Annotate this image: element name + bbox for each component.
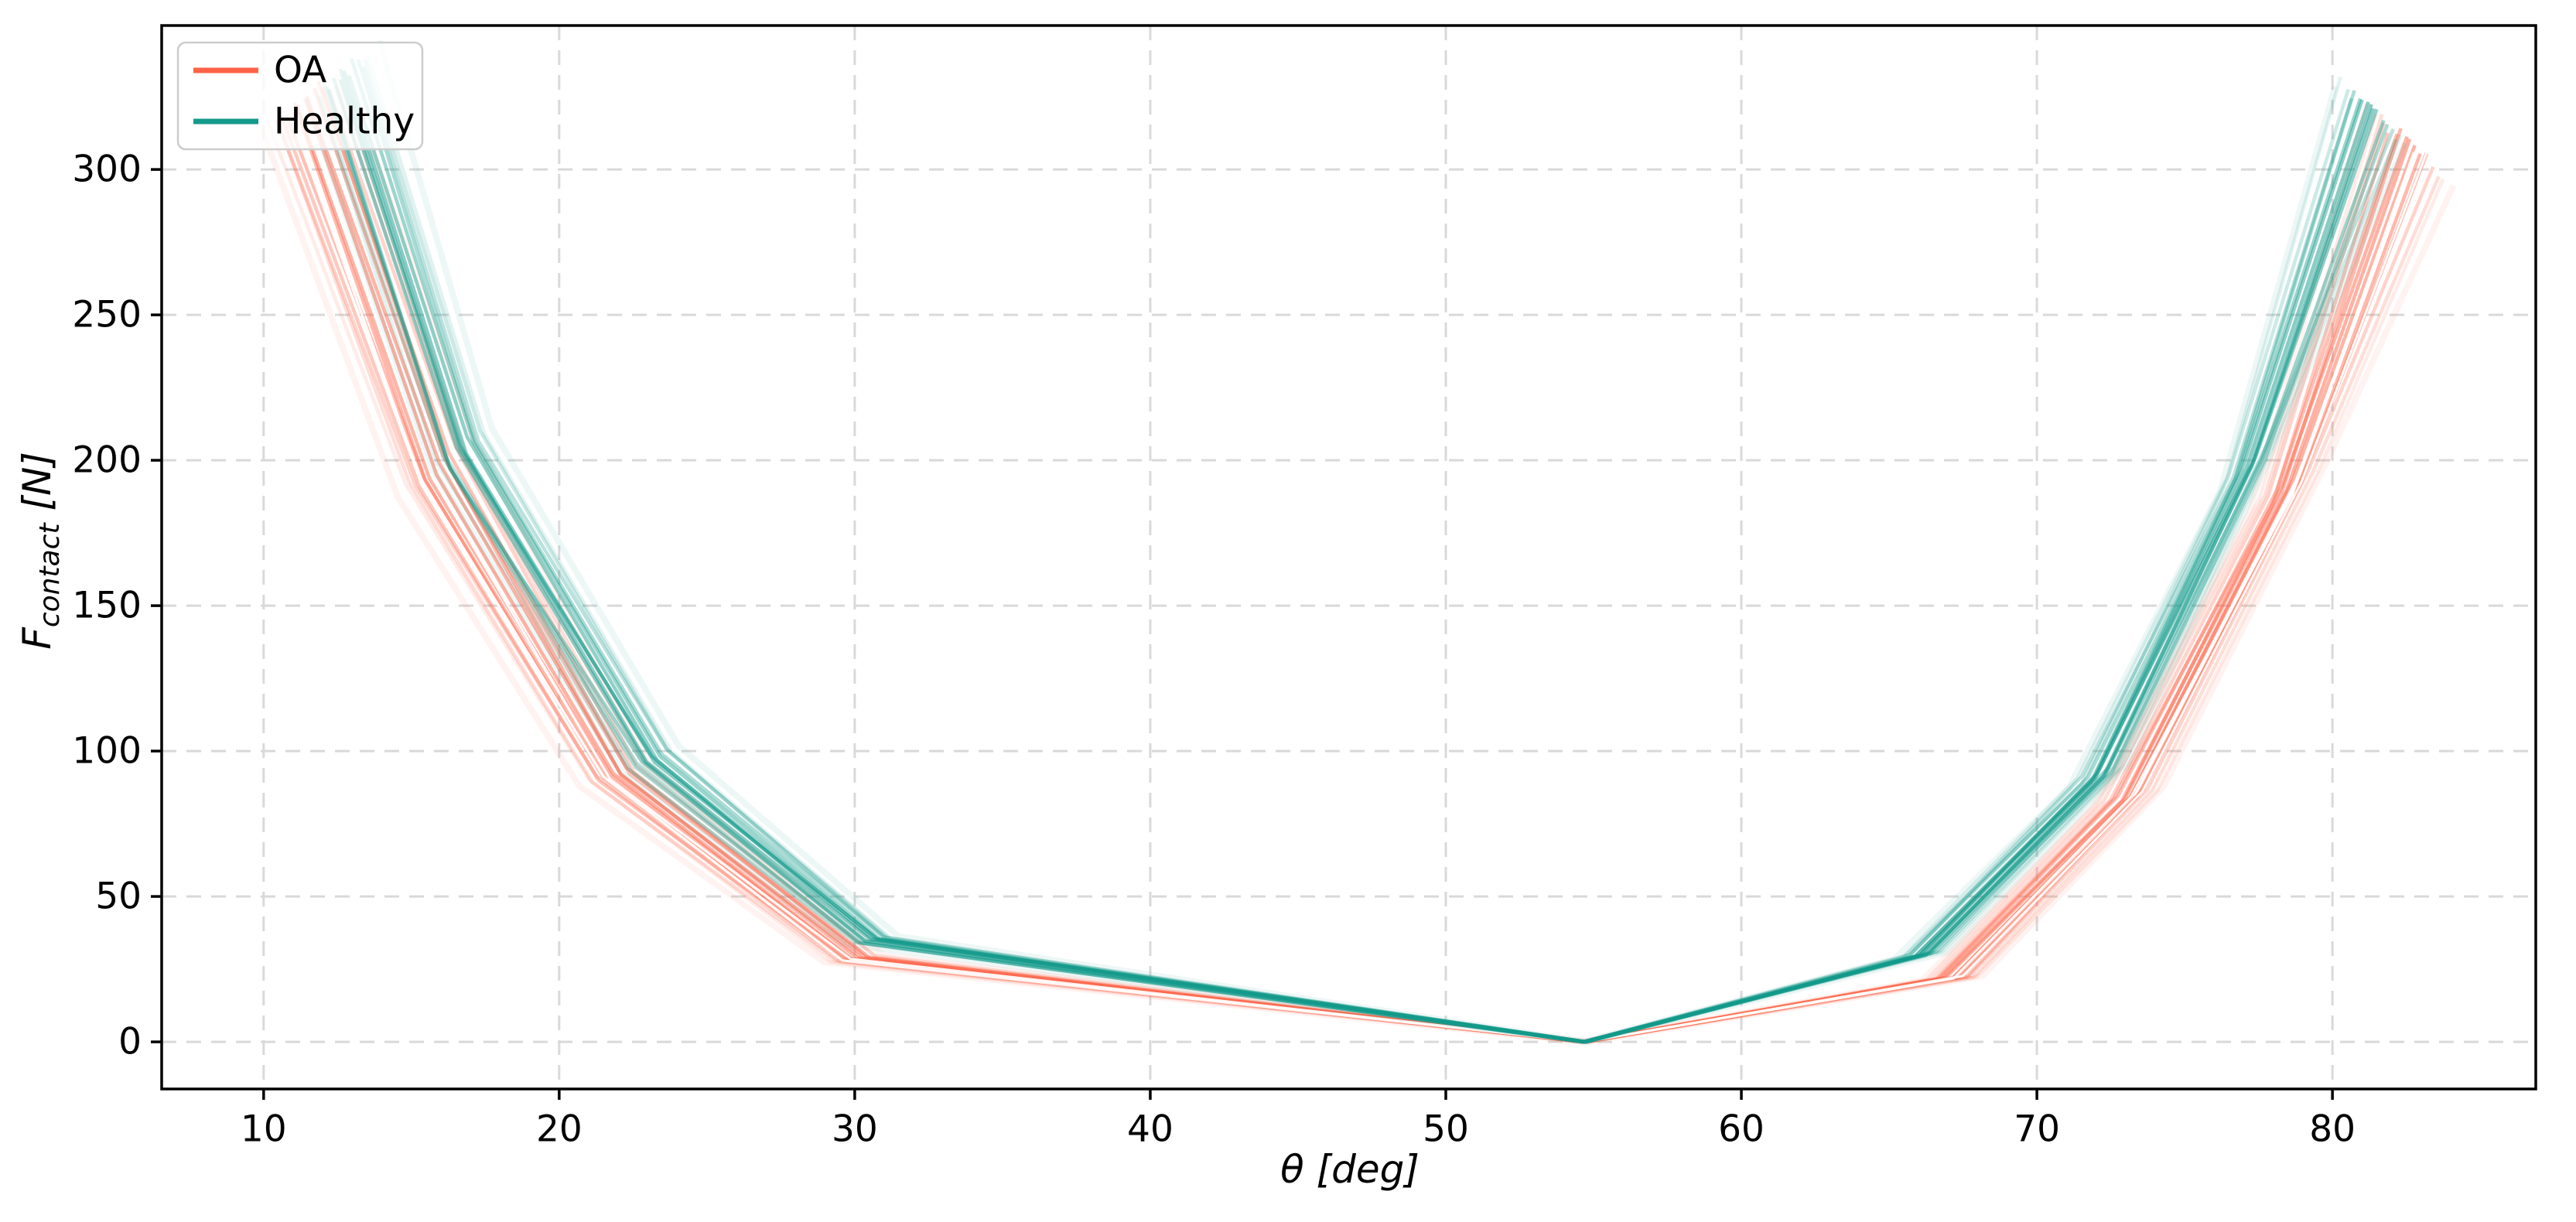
y-axis-label: Fcontact [N]	[15, 452, 66, 650]
y-tick-label: 300	[72, 148, 142, 191]
legend-label-oa: OA	[274, 49, 326, 92]
x-tick-label: 20	[536, 1108, 583, 1151]
tick-labels: 10 20 30 40 50 60 70 80 0 50 100 150 200 250 300	[72, 148, 2356, 1151]
x-axis-label: θ [deg]	[1280, 1147, 1420, 1192]
y-tick-label: 150	[72, 585, 142, 627]
x-tick-label: 10	[241, 1108, 287, 1151]
x-tick-label: 70	[2014, 1108, 2060, 1151]
y-tick-label: 100	[72, 730, 142, 773]
x-tick-label: 40	[1127, 1108, 1174, 1151]
y-tick-label: 250	[72, 294, 142, 336]
x-tick-label: 60	[1718, 1108, 1765, 1151]
legend: OA Healthy	[176, 41, 424, 151]
x-tick-label: 50	[1423, 1108, 1469, 1151]
y-tick-label: 0	[118, 1021, 142, 1063]
axes-spines-ticks	[151, 24, 2537, 1100]
y-tick-label: 50	[95, 876, 142, 918]
legend-label-healthy: Healthy	[274, 101, 415, 143]
line-bundles	[258, 39, 2457, 1046]
x-tick-label: 30	[832, 1108, 878, 1151]
y-tick-label: 200	[72, 439, 142, 482]
x-tick-label: 80	[2309, 1108, 2356, 1151]
gridlines	[162, 26, 2536, 1089]
